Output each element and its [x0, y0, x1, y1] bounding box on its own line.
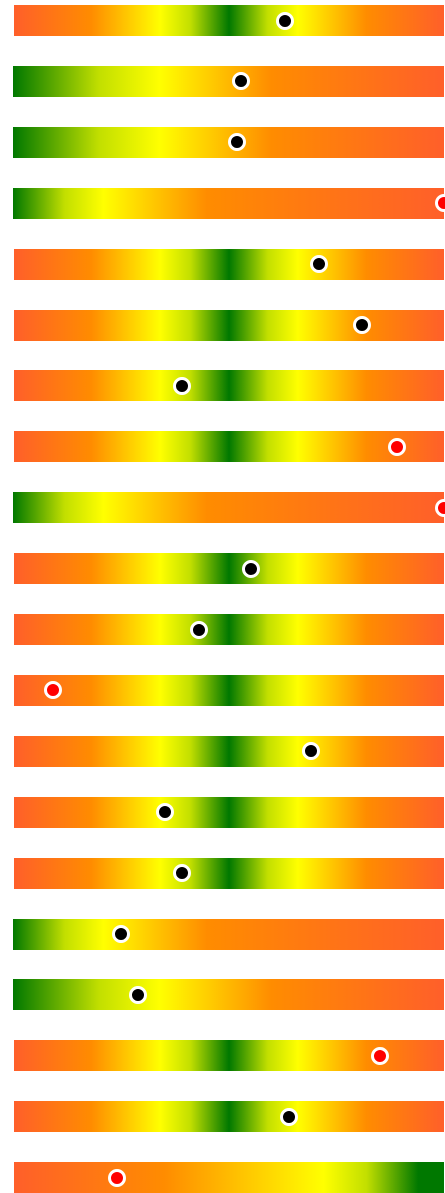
gauge-bar[interactable] — [14, 1101, 444, 1133]
gauge-bar[interactable] — [14, 674, 444, 706]
gauge-bar[interactable] — [13, 187, 445, 219]
gauge-marker[interactable] — [172, 376, 191, 395]
gauge-bar[interactable] — [14, 553, 444, 585]
gauge-bar[interactable] — [14, 857, 444, 889]
gauge-bar[interactable] — [13, 979, 444, 1011]
gauge-bar[interactable] — [13, 126, 444, 158]
gauge-marker[interactable] — [387, 437, 406, 456]
gauge-marker[interactable] — [275, 11, 294, 30]
gauge-marker[interactable] — [232, 72, 251, 91]
gauge-bar[interactable] — [14, 796, 444, 828]
gauge-bar[interactable] — [13, 492, 445, 524]
gauge-marker[interactable] — [353, 316, 372, 334]
gauge-bar[interactable] — [14, 248, 444, 280]
gauge-bar[interactable] — [14, 309, 444, 341]
gauge-bar[interactable] — [13, 918, 444, 950]
gauge-marker[interactable] — [189, 620, 208, 639]
gauge-bar[interactable] — [14, 1040, 444, 1072]
gauge-marker[interactable] — [111, 925, 130, 943]
gauge-marker[interactable] — [280, 1107, 299, 1126]
gauge-bar[interactable] — [13, 65, 444, 97]
gauge-marker[interactable] — [155, 803, 174, 822]
gauge-marker[interactable] — [241, 559, 260, 578]
gauge-marker[interactable] — [435, 498, 445, 517]
gauge-marker[interactable] — [128, 985, 147, 1004]
gauge-marker[interactable] — [310, 255, 329, 274]
gauge-bar[interactable] — [14, 1162, 444, 1193]
gauge-bar[interactable] — [14, 431, 444, 463]
gauge-bar[interactable] — [14, 5, 444, 36]
gauge-bar[interactable] — [14, 614, 444, 645]
gauge-marker[interactable] — [43, 681, 62, 700]
gauge-bar[interactable] — [14, 735, 444, 767]
gauge-marker[interactable] — [228, 133, 247, 152]
gauge-marker[interactable] — [172, 864, 191, 883]
gauge-marker[interactable] — [435, 194, 445, 213]
gauge-marker[interactable] — [370, 1046, 389, 1065]
gauge-marker[interactable] — [301, 742, 320, 761]
gauge-marker[interactable] — [108, 1168, 127, 1187]
gauge-bar[interactable] — [14, 370, 444, 402]
